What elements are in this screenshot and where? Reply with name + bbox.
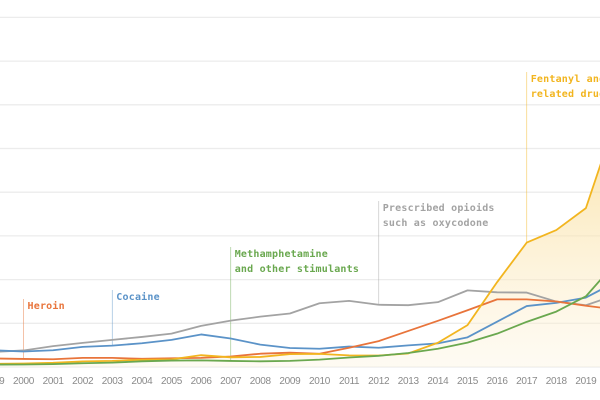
x-tick-label-2000: 2000 bbox=[13, 376, 35, 387]
area-layer bbox=[0, 166, 600, 367]
gridlines bbox=[0, 16, 600, 368]
line-methamphetamine-and-other-stimulants bbox=[0, 279, 600, 366]
x-axis-tick-labels: 1999 2000 2001 2002 2003 2004 2005 2006 2007 2008… bbox=[0, 376, 597, 387]
x-tick-label-2019: 2019 bbox=[575, 376, 597, 387]
x-tick-label-2015: 2015 bbox=[457, 376, 479, 387]
annotation-leaders bbox=[23, 72, 528, 361]
x-tick-label-2006: 2006 bbox=[191, 376, 213, 387]
x-tick-label-2003: 2003 bbox=[102, 376, 124, 387]
x-tick-label-2016: 2016 bbox=[487, 376, 509, 387]
x-tick-label-2013: 2013 bbox=[398, 376, 420, 387]
annotation-label-cocaine: Cocaine bbox=[116, 291, 160, 303]
x-tick-label-2017: 2017 bbox=[516, 376, 538, 387]
x-tick-label-2002: 2002 bbox=[72, 376, 94, 387]
x-tick-label-2005: 2005 bbox=[161, 376, 183, 387]
x-tick-label-2014: 2014 bbox=[427, 376, 449, 387]
area-fentanyl-and-related-drugs bbox=[0, 166, 600, 367]
annotation-label-prescribed-opioids-such-as-oxycodone-2: such as oxycodone bbox=[383, 218, 489, 229]
annotations: Heroin Cocaine Methamphetamine and other st… bbox=[28, 74, 600, 312]
x-tick-label-2010: 2010 bbox=[309, 376, 331, 387]
annotation-label-fentanyl-and-related-drugs-1: Fentanyl and bbox=[531, 74, 600, 85]
x-tick-label-2004: 2004 bbox=[131, 376, 153, 387]
x-tick-label-2007: 2007 bbox=[220, 376, 242, 387]
annotation-label-prescribed-opioids-such-as-oxycodone-1: Prescribed opioids bbox=[383, 202, 495, 214]
annotation-label-methamphetamine-and-other-stimulants-1: Methamphetamine bbox=[235, 248, 328, 260]
x-tick-label-1999: 1999 bbox=[0, 376, 5, 387]
annotation-label-fentanyl-and-related-drugs-2: related drugs bbox=[531, 89, 600, 100]
line-fentanyl-and-related-drugs bbox=[0, 163, 600, 365]
annotation-label-methamphetamine-and-other-stimulants-2: and other stimulants bbox=[235, 263, 359, 275]
line-cocaine bbox=[0, 289, 600, 353]
line-prescribed-opioids-such-as-oxycodone bbox=[0, 289, 600, 353]
annotation-label-heroin: Heroin bbox=[28, 300, 65, 312]
x-tick-label-2008: 2008 bbox=[250, 376, 272, 387]
x-tick-label-2009: 2009 bbox=[279, 376, 301, 387]
x-tick-label-2012: 2012 bbox=[368, 376, 390, 387]
series-lines bbox=[0, 163, 600, 366]
x-tick-label-2001: 2001 bbox=[43, 376, 65, 387]
x-tick-label-2011: 2011 bbox=[339, 376, 360, 387]
x-tick-label-2018: 2018 bbox=[546, 376, 568, 387]
